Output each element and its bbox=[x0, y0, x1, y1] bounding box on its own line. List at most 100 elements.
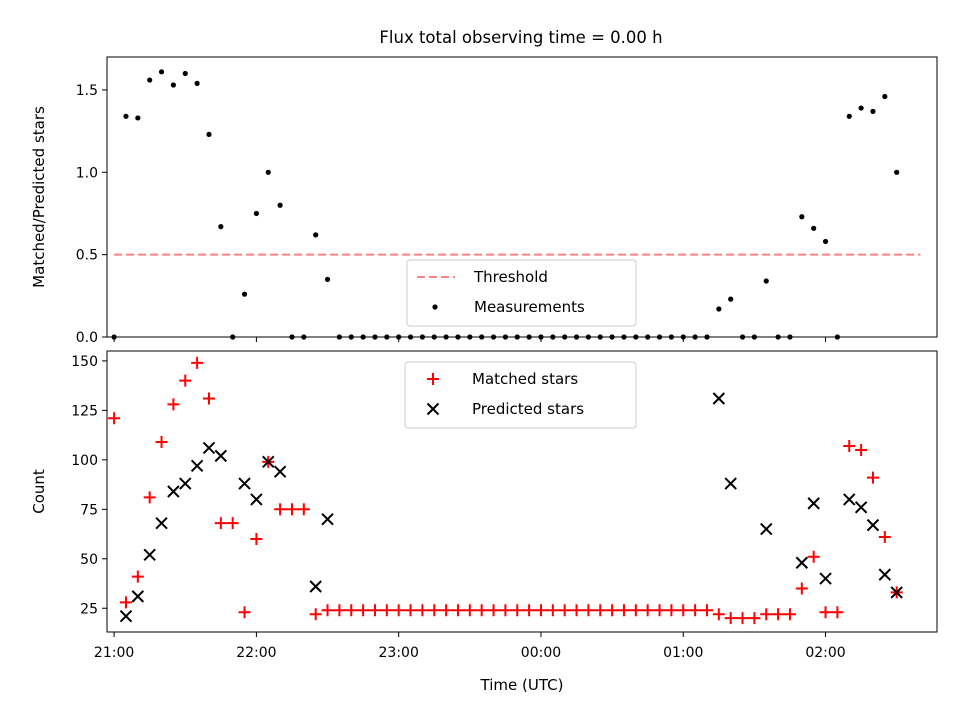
measurement-point bbox=[384, 334, 390, 340]
predicted-star-point bbox=[273, 465, 287, 478]
measurement-point bbox=[597, 334, 603, 340]
count-legend: Matched stars Predicted stars bbox=[404, 361, 637, 429]
measurement-point bbox=[550, 334, 556, 340]
matched-star-point bbox=[878, 531, 891, 544]
measurement-point bbox=[573, 334, 580, 340]
matched-star-point bbox=[831, 606, 844, 619]
measurement-point bbox=[230, 334, 236, 340]
matched-star-point bbox=[523, 604, 536, 617]
predicted-star-point bbox=[712, 392, 726, 405]
matched-star-point bbox=[712, 608, 725, 621]
measurement-point bbox=[621, 334, 627, 340]
predicted-star-point bbox=[819, 572, 832, 585]
predicted-star-point bbox=[190, 459, 204, 472]
matched-star-point bbox=[238, 606, 251, 619]
legend-label-predicted: Predicted stars bbox=[472, 400, 584, 418]
measurement-point bbox=[301, 334, 307, 340]
predicted-star-point bbox=[155, 516, 168, 530]
measurement-point bbox=[858, 105, 864, 111]
matched-star-point bbox=[368, 604, 381, 617]
measurement-point bbox=[313, 232, 319, 238]
measurement-point bbox=[822, 238, 829, 245]
measurement-point bbox=[324, 276, 331, 282]
matched-star-point bbox=[511, 604, 524, 617]
ratio-panel: 0.0 0.5 1.0 1.5 Matched/Predicted stars Thres… bbox=[30, 56, 938, 346]
matched-star-point bbox=[748, 612, 761, 625]
matched-star-point bbox=[546, 604, 559, 617]
matched-star-point bbox=[665, 604, 678, 617]
matched-star-point bbox=[677, 604, 690, 617]
ratio-ytick-label: 1.5 bbox=[76, 83, 98, 99]
measurement-point bbox=[799, 214, 805, 220]
predicted-star-point bbox=[131, 590, 145, 603]
matched-star-point bbox=[274, 503, 287, 516]
matched-star-point bbox=[617, 604, 630, 617]
matched-star-point bbox=[487, 604, 500, 617]
measurement-point bbox=[870, 108, 876, 114]
matched-star-point bbox=[155, 436, 168, 449]
legend-frame bbox=[406, 259, 637, 327]
measurement-point bbox=[894, 169, 900, 175]
matched-star-point bbox=[428, 604, 441, 617]
legend-swatch-measurements bbox=[432, 304, 438, 310]
count-panel: 25 50 75 100 125 150 21:00 22:00 23:00 00:00 01:00… bbox=[30, 350, 938, 694]
measurement-point bbox=[775, 334, 781, 340]
measurement-point bbox=[241, 291, 248, 297]
matched-star-point bbox=[297, 503, 310, 516]
matched-star-point bbox=[641, 604, 654, 617]
count-xtick-label: 02:00 bbox=[805, 645, 845, 661]
count-ylabel: Count bbox=[30, 469, 48, 514]
measurement-point bbox=[265, 169, 271, 175]
measurement-point bbox=[538, 334, 544, 340]
count-ytick-label: 50 bbox=[80, 552, 98, 568]
matched-star-point bbox=[404, 604, 417, 617]
predicted-star-point bbox=[202, 441, 216, 455]
predicted-star-point bbox=[143, 548, 156, 562]
matched-star-point bbox=[143, 491, 156, 504]
matched-star-point bbox=[167, 398, 180, 411]
count-ytick-label: 75 bbox=[80, 502, 98, 518]
matched-star-point bbox=[321, 604, 334, 617]
matched-star-point bbox=[250, 532, 263, 545]
matched-star-point bbox=[700, 604, 713, 617]
measurement-point bbox=[277, 202, 283, 208]
matched-star-point bbox=[357, 604, 370, 617]
predicted-star-point bbox=[119, 609, 133, 623]
predicted-star-point bbox=[854, 501, 868, 514]
measurement-point bbox=[123, 113, 129, 119]
measurement-point bbox=[372, 334, 378, 340]
legend-frame bbox=[404, 361, 637, 429]
matched-star-point bbox=[594, 604, 607, 617]
predicted-star-point bbox=[167, 485, 180, 498]
predicted-star-point bbox=[807, 497, 820, 510]
measurement-point bbox=[692, 334, 698, 340]
measurement-point bbox=[609, 334, 615, 340]
predicted-star-point bbox=[866, 518, 880, 532]
measurement-point bbox=[360, 334, 366, 340]
matched-star-point bbox=[629, 604, 642, 617]
measurement-point bbox=[467, 334, 473, 340]
predicted-star-point bbox=[321, 512, 334, 526]
measurement-point bbox=[562, 334, 568, 340]
measurement-point bbox=[716, 306, 722, 312]
predicted-star-point bbox=[179, 477, 192, 490]
measurement-point bbox=[502, 334, 508, 340]
matched-star-point bbox=[795, 582, 808, 595]
ratio-ylabel: Matched/Predicted stars bbox=[30, 106, 48, 288]
measurement-point bbox=[728, 296, 734, 302]
legend-swatch-predicted bbox=[426, 402, 440, 416]
matched-star-point bbox=[807, 550, 820, 563]
matched-star-point bbox=[724, 612, 737, 625]
matched-star-point bbox=[392, 604, 405, 617]
matched-star-point bbox=[475, 604, 488, 617]
measurement-point bbox=[751, 334, 758, 340]
measurement-point bbox=[834, 334, 841, 340]
matched-star-point bbox=[534, 604, 547, 617]
predicted-star-point bbox=[262, 455, 275, 469]
matched-star-point bbox=[463, 604, 476, 617]
predicted-star-point bbox=[890, 586, 903, 599]
ratio-ytick-label: 0.5 bbox=[76, 248, 98, 264]
predicted-star-point bbox=[214, 449, 228, 463]
measurement-point bbox=[253, 210, 259, 217]
